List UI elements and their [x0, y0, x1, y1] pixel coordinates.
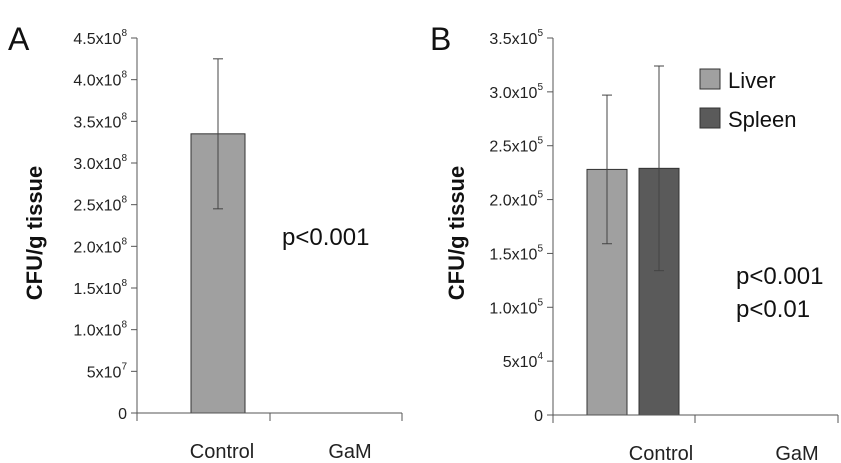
panel-b-pvalue-liver: p<0.001: [736, 263, 823, 290]
a-y-tick-label-6: 3.0x108: [73, 153, 127, 173]
b-y-tick-label-4: 2.0x105: [489, 190, 543, 210]
b-y-tick-label-2: 1.0x105: [489, 297, 543, 317]
legend-label-liver: Liver: [728, 68, 776, 93]
panel-b-ylabel: CFU/g tissue: [444, 166, 469, 300]
a-y-tick-label-5: 2.5x108: [73, 195, 127, 215]
a-y-tick-label-9: 4.5x108: [73, 28, 127, 48]
panel-a-ylabel: CFU/g tissue: [22, 166, 47, 300]
b-y-tick-label-5: 2.5x105: [489, 136, 543, 156]
legend-swatch-spleen: [699, 107, 721, 129]
b-category-control: Control: [629, 443, 693, 463]
a-y-tick-label-1: 5x107: [87, 361, 128, 381]
panel-b-bars: [586, 65, 680, 416]
panel-b-pvalue-spleen: p<0.01: [736, 296, 810, 323]
a-y-tick-label-2: 1.0x108: [73, 320, 127, 340]
panel-a-chart: A CFU/g tissue 0 5x107 1.0x108 1.5x108 2.0x1…: [8, 21, 403, 463]
panel-b-axes: [552, 38, 839, 423]
panel-b-chart: B CFU/g tissue 0 5x104 1.0x105 1.5x105 2.0x1…: [430, 21, 839, 463]
panel-a-categories: Control GaM: [190, 441, 372, 463]
legend-swatch-liver: [699, 68, 721, 90]
panel-a-pvalue: p<0.001: [282, 224, 369, 251]
a-y-tick-label-7: 3.5x108: [73, 111, 127, 131]
b-category-gam: GaM: [775, 443, 818, 463]
a-y-tick-label-8: 4.0x108: [73, 70, 127, 90]
b-y-tick-label-1: 5x104: [503, 351, 544, 371]
panel-b-y-ticks: 0 5x104 1.0x105 1.5x105 2.0x105 2.5x105 3.0x10…: [489, 28, 553, 425]
panel-a-y-ticks: 0 5x107 1.0x108 1.5x108 2.0x108 2.5x108 3.0x10…: [73, 28, 137, 423]
a-category-gam: GaM: [328, 441, 371, 463]
b-y-tick-label-6: 3.0x105: [489, 82, 543, 102]
b-y-tick-label-3: 1.5x105: [489, 243, 543, 263]
b-y-tick-label-0: 0: [534, 408, 543, 425]
panel-b-categories: Control GaM: [629, 443, 819, 463]
legend-label-spleen: Spleen: [728, 107, 797, 132]
a-y-tick-label-4: 2.0x108: [73, 236, 127, 256]
panel-b-legend: Liver Spleen: [699, 68, 797, 132]
panel-b-letter: B: [430, 21, 451, 57]
panel-a-axes: [136, 38, 403, 421]
panel-a-bars: [190, 58, 246, 414]
b-y-tick-label-7: 3.5x105: [489, 28, 543, 48]
a-y-tick-label-3: 1.5x108: [73, 278, 127, 298]
panel-a-letter: A: [8, 21, 30, 57]
a-y-tick-label-0: 0: [118, 406, 127, 423]
a-category-control: Control: [190, 441, 254, 463]
